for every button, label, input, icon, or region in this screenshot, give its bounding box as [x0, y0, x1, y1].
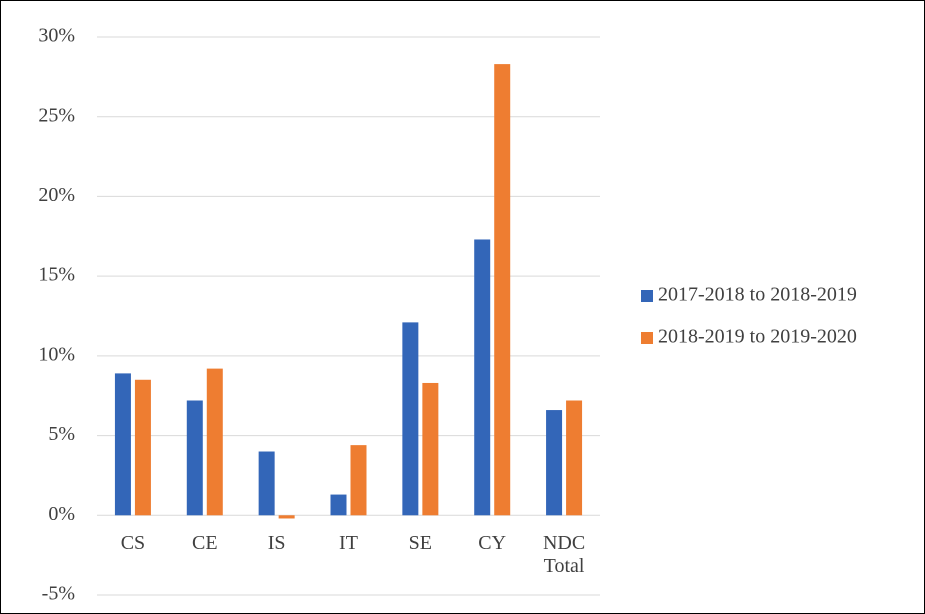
x-tick-label: NDC Total: [542, 532, 586, 578]
x-tick-label: CS: [120, 532, 146, 555]
bar: [546, 410, 563, 516]
bar: [350, 445, 367, 516]
legend-label: 2018-2019 to 2019-2020: [658, 326, 857, 348]
legend-label: 2017-2018 to 2018-2019: [658, 284, 857, 306]
y-tick-label: 10%: [38, 343, 75, 365]
bar: [206, 368, 223, 516]
bar: [258, 451, 275, 516]
y-tick-label: 15%: [38, 264, 75, 286]
legend-swatch: [641, 332, 653, 344]
y-tick-label: 5%: [48, 423, 75, 445]
bar: [474, 239, 491, 516]
bar: [186, 400, 203, 516]
x-tick-label: CY: [478, 532, 507, 555]
legend-swatch: [641, 290, 653, 302]
bar: [422, 382, 439, 516]
x-tick-label: CE: [192, 532, 218, 555]
bar: [278, 515, 295, 519]
bar: [566, 400, 583, 516]
bar: [494, 64, 511, 516]
bar: [114, 373, 131, 516]
bar: [402, 322, 419, 516]
y-tick-label: -5%: [42, 583, 75, 605]
y-tick-label: 0%: [48, 503, 75, 525]
y-tick-label: 30%: [38, 25, 75, 47]
y-tick-label: 20%: [38, 184, 75, 206]
x-tick-label: IS: [267, 532, 286, 555]
x-tick-label: IT: [339, 532, 358, 555]
y-tick-label: 25%: [38, 104, 75, 126]
bar: [330, 494, 347, 516]
x-tick-label: SE: [408, 532, 433, 555]
bar: [134, 379, 151, 516]
